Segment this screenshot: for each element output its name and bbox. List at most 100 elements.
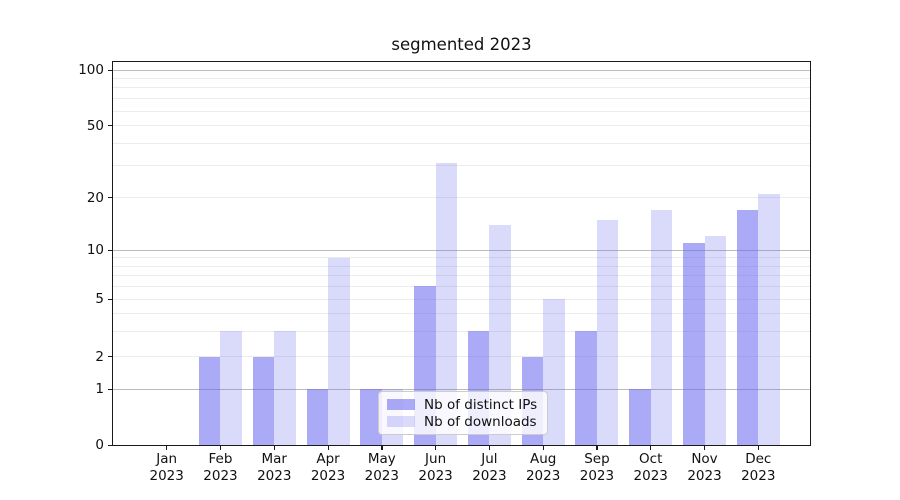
x-tick-year: 2023 [257,467,292,484]
x-tick-mark [327,446,329,450]
x-tick-year: 2023 [741,467,776,484]
y-tick-label: 1 [95,381,104,397]
plot-area [112,61,811,446]
gridline-minor [113,265,810,267]
gridline-minor [113,285,810,287]
y-tick-label: 100 [78,62,104,78]
gridline-minor [113,87,810,89]
x-tick-mark [435,446,437,450]
bar-downloads-aug [543,299,565,445]
chart-title: segmented 2023 [391,35,532,54]
y-tick-label: 20 [86,189,104,206]
y-tick-label: 10 [86,242,104,259]
x-tick-year: 2023 [633,467,668,484]
x-tick-month: Sep [584,451,610,467]
x-tick-mark [596,446,598,450]
x-tick-month: Feb [208,451,233,467]
x-tick-mark [542,446,544,450]
gridline-major [113,388,810,390]
x-tick-label: Feb 2023 [185,451,255,484]
x-tick-mark [488,446,491,450]
x-tick-mark [219,446,222,450]
x-tick-label: Nov 2023 [670,451,740,484]
gridline-minor [113,125,810,127]
y-tick-mark [108,197,113,199]
x-tick-label: Aug 2023 [508,451,578,484]
x-tick-month: Jul [481,451,498,467]
bar-distinct-ips-dec [736,210,759,445]
legend-label-downloads: Nb of downloads [424,413,537,430]
y-tick-mark [108,388,113,390]
y-tick-mark [108,356,113,358]
x-tick-year: 2023 [472,467,507,484]
x-tick-year: 2023 [203,467,238,484]
bar-downloads-jun [435,163,458,445]
legend-swatch-downloads [387,415,415,428]
x-tick-label: Jun 2023 [401,451,471,484]
x-tick-label: Jan 2023 [132,451,202,484]
x-tick-month: Oct [639,451,663,467]
x-tick-year: 2023 [364,467,399,484]
gridline-major [113,69,810,71]
bar-distinct-ips-apr [306,389,329,445]
bar-distinct-ips-mar [252,356,275,445]
gridline-minor [113,197,810,199]
gridline-minor [113,165,810,167]
x-tick-year: 2023 [687,467,722,484]
gridline-minor [113,275,810,277]
x-tick-label: Mar 2023 [239,451,309,484]
x-tick-mark [166,446,168,450]
bar-distinct-ips-feb [198,356,221,445]
bar-downloads-oct [650,210,673,445]
legend: Nb of distinct IPs Nb of downloads [378,391,548,435]
gridline-minor [113,356,810,358]
y-tick-label: 50 [86,117,104,134]
y-tick-mark [108,298,113,300]
x-tick-label: Sep 2023 [562,451,632,484]
bar-downloads-apr [328,257,350,445]
x-tick-month: Dec [745,451,772,467]
x-tick-mark [757,446,759,450]
y-tick-label: 5 [95,291,104,308]
bar-distinct-ips-nov [683,243,705,445]
gridline-minor [113,298,810,300]
x-tick-year: 2023 [310,467,346,484]
x-tick-label: Dec 2023 [723,451,793,484]
x-tick-month: Nov [691,451,718,467]
x-tick-label: Apr 2023 [293,451,363,484]
legend-item-downloads: Nb of downloads [387,414,539,430]
y-tick-mark [108,249,113,251]
legend-item-distinct-ips: Nb of distinct IPs [387,397,539,413]
bar-downloads-nov [704,236,726,445]
y-tick-mark [108,125,113,127]
x-tick-year: 2023 [418,467,453,484]
bar-distinct-ips-may [360,389,382,445]
x-tick-label: Jul 2023 [454,451,524,484]
bar-distinct-ips-oct [629,389,651,445]
x-tick-label: May 2023 [347,451,417,484]
gridline-minor [113,77,810,79]
x-tick-month: Mar [261,451,287,467]
gridline-minor [113,98,810,100]
y-tick-label: 0 [95,437,104,453]
x-tick-mark [381,446,383,450]
gridline-minor [113,257,810,259]
gridline-minor [113,330,810,332]
gridline-major [113,249,810,251]
gridline-minor [113,142,810,144]
x-tick-month: May [367,451,396,467]
x-tick-month: Aug [529,451,557,467]
bar-downloads-jul [489,224,511,445]
y-tick-mark [108,444,113,446]
bar-downloads-dec [758,193,780,445]
x-tick-label: Oct 2023 [616,451,686,484]
x-tick-mark [273,446,275,450]
gridline-minor [113,312,810,314]
y-tick-label: 2 [95,348,104,365]
legend-label-distinct-ips: Nb of distinct IPs [424,396,538,413]
bar-distinct-ips-sep [575,331,597,445]
bar-downloads-sep [596,219,619,445]
y-tick-mark [108,69,113,71]
x-tick-mark [704,446,706,450]
